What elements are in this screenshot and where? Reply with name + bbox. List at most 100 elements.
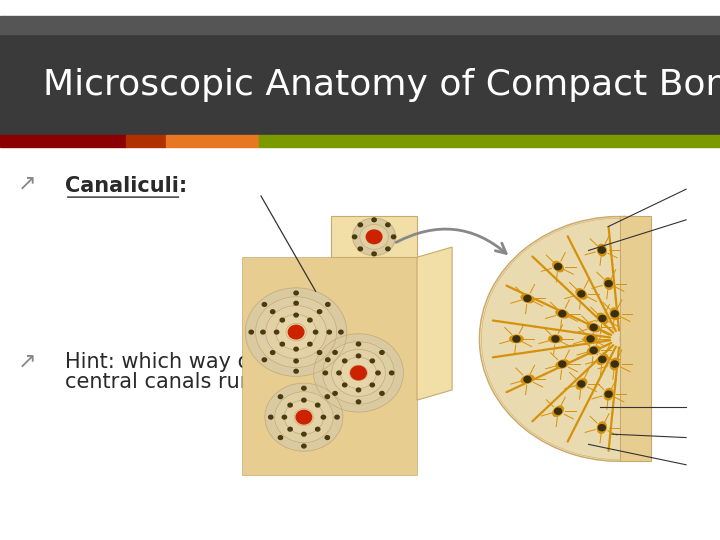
Circle shape bbox=[325, 302, 330, 306]
Circle shape bbox=[379, 392, 384, 395]
Ellipse shape bbox=[610, 357, 620, 370]
Circle shape bbox=[271, 350, 275, 354]
Circle shape bbox=[559, 310, 566, 317]
Circle shape bbox=[356, 354, 361, 358]
Ellipse shape bbox=[610, 307, 620, 320]
Circle shape bbox=[554, 264, 562, 269]
Circle shape bbox=[307, 342, 312, 346]
Text: Hint: which way do: Hint: which way do bbox=[65, 352, 264, 372]
Ellipse shape bbox=[597, 244, 607, 256]
Circle shape bbox=[249, 330, 253, 334]
Circle shape bbox=[286, 323, 306, 341]
Circle shape bbox=[294, 409, 314, 426]
Polygon shape bbox=[241, 257, 417, 475]
Circle shape bbox=[360, 225, 388, 249]
Circle shape bbox=[513, 336, 520, 342]
Circle shape bbox=[315, 403, 320, 407]
Circle shape bbox=[524, 295, 531, 301]
Circle shape bbox=[611, 361, 618, 367]
Bar bbox=[0, 135, 126, 147]
Circle shape bbox=[356, 400, 361, 404]
Circle shape bbox=[294, 313, 298, 317]
Ellipse shape bbox=[603, 277, 613, 290]
Wedge shape bbox=[516, 249, 629, 429]
Circle shape bbox=[554, 408, 562, 414]
Ellipse shape bbox=[555, 309, 570, 319]
Circle shape bbox=[246, 288, 347, 376]
Circle shape bbox=[587, 336, 594, 342]
Circle shape bbox=[302, 386, 306, 390]
Circle shape bbox=[333, 392, 337, 395]
Circle shape bbox=[386, 247, 390, 251]
Circle shape bbox=[524, 376, 531, 382]
Circle shape bbox=[599, 356, 606, 362]
Circle shape bbox=[370, 359, 374, 363]
Circle shape bbox=[358, 223, 362, 227]
Circle shape bbox=[276, 314, 316, 350]
Ellipse shape bbox=[548, 334, 563, 343]
Circle shape bbox=[318, 350, 322, 354]
Circle shape bbox=[356, 388, 361, 392]
Wedge shape bbox=[480, 217, 632, 461]
Text: ↗: ↗ bbox=[18, 173, 37, 194]
Circle shape bbox=[256, 296, 337, 368]
Circle shape bbox=[323, 342, 395, 404]
Ellipse shape bbox=[521, 374, 534, 384]
Circle shape bbox=[280, 318, 284, 322]
Ellipse shape bbox=[583, 334, 598, 343]
Circle shape bbox=[605, 391, 612, 397]
Circle shape bbox=[294, 291, 298, 295]
Circle shape bbox=[390, 371, 394, 375]
Ellipse shape bbox=[596, 354, 608, 365]
Circle shape bbox=[315, 427, 320, 431]
Circle shape bbox=[372, 252, 377, 256]
Circle shape bbox=[294, 301, 298, 305]
Wedge shape bbox=[534, 264, 627, 414]
Circle shape bbox=[578, 291, 585, 297]
Circle shape bbox=[288, 427, 292, 431]
Polygon shape bbox=[417, 247, 452, 400]
Circle shape bbox=[335, 415, 339, 419]
Circle shape bbox=[321, 415, 325, 419]
Circle shape bbox=[323, 371, 328, 375]
Circle shape bbox=[294, 359, 298, 363]
Circle shape bbox=[294, 369, 298, 373]
Bar bbox=[259, 135, 720, 147]
Circle shape bbox=[333, 350, 337, 354]
Circle shape bbox=[366, 230, 382, 244]
Circle shape bbox=[605, 281, 612, 287]
Ellipse shape bbox=[596, 313, 608, 324]
Circle shape bbox=[307, 318, 312, 322]
Wedge shape bbox=[482, 218, 632, 460]
Text: Canaliculi:: Canaliculi: bbox=[65, 176, 187, 197]
Bar bbox=[0, 34, 720, 135]
Ellipse shape bbox=[575, 378, 588, 390]
Ellipse shape bbox=[597, 421, 607, 434]
Circle shape bbox=[302, 399, 306, 402]
Circle shape bbox=[282, 415, 287, 419]
Circle shape bbox=[578, 381, 585, 387]
Bar bbox=[166, 135, 259, 147]
Circle shape bbox=[269, 415, 273, 419]
Circle shape bbox=[353, 235, 356, 239]
Text: central canals run?: central canals run? bbox=[65, 372, 264, 393]
Circle shape bbox=[294, 347, 298, 351]
Circle shape bbox=[598, 247, 606, 253]
Circle shape bbox=[343, 383, 347, 387]
Circle shape bbox=[559, 361, 566, 367]
Circle shape bbox=[351, 366, 366, 380]
Circle shape bbox=[386, 223, 390, 227]
Wedge shape bbox=[499, 233, 630, 444]
Circle shape bbox=[367, 231, 382, 243]
Wedge shape bbox=[604, 325, 621, 353]
Circle shape bbox=[337, 371, 341, 375]
Circle shape bbox=[288, 325, 304, 339]
Circle shape bbox=[274, 392, 333, 443]
Circle shape bbox=[318, 310, 322, 314]
Text: ↗: ↗ bbox=[18, 352, 37, 372]
Circle shape bbox=[392, 235, 396, 239]
Circle shape bbox=[599, 315, 606, 321]
Circle shape bbox=[262, 302, 266, 306]
Circle shape bbox=[590, 325, 597, 330]
Circle shape bbox=[279, 436, 283, 440]
